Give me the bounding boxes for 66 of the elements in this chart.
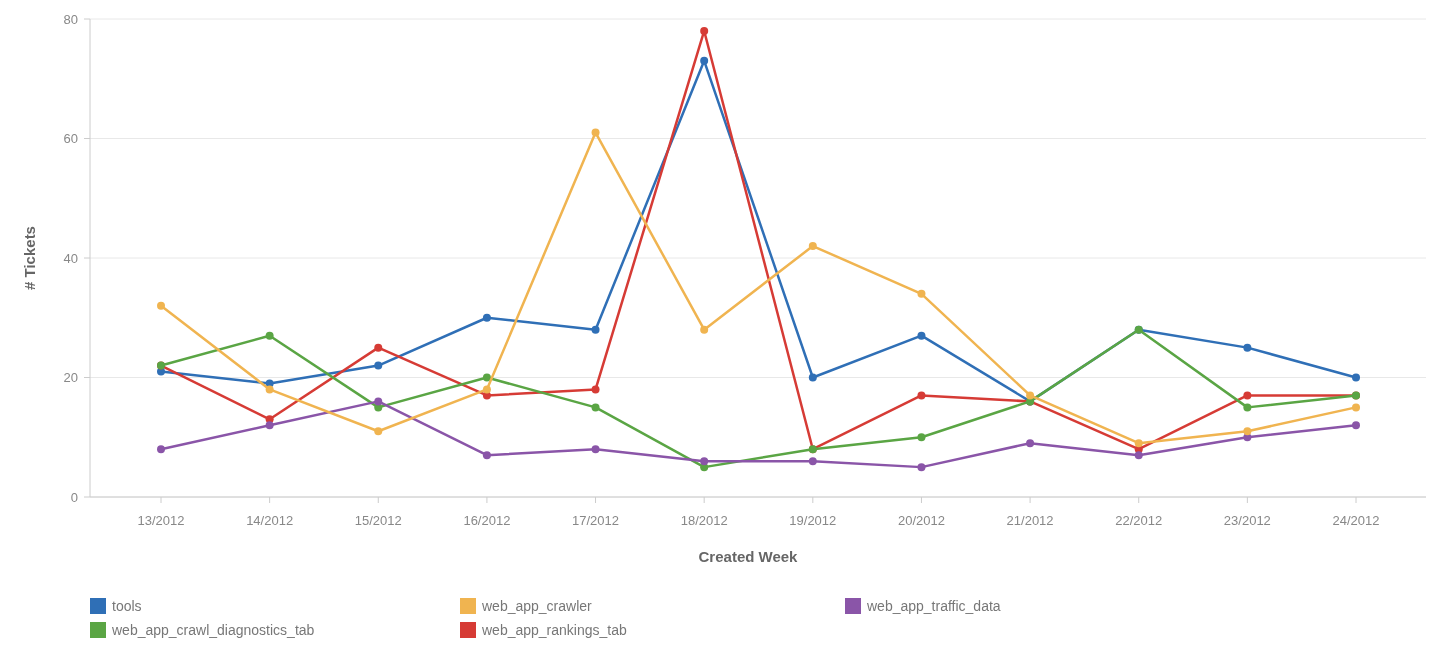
y-tick-label: 20 — [63, 370, 78, 386]
point — [482, 373, 491, 382]
x-tick-label: 22/2012 — [1115, 513, 1163, 528]
x-tick-label: 21/2012 — [1006, 513, 1054, 528]
x-tick-label: 16/2012 — [463, 513, 511, 528]
x-tick-label: 15/2012 — [354, 513, 402, 528]
point — [265, 385, 274, 394]
legend-label: web_app_traffic_data — [866, 597, 1001, 614]
x-tick-label: 19/2012 — [789, 513, 837, 528]
point — [157, 301, 165, 310]
point — [700, 56, 709, 65]
point — [700, 325, 709, 334]
point — [917, 331, 926, 340]
point — [917, 289, 926, 298]
legend-label: tools — [112, 597, 142, 614]
point — [917, 433, 926, 442]
point — [808, 242, 817, 251]
point — [808, 457, 817, 466]
x-tick-label: 18/2012 — [680, 513, 728, 528]
point — [482, 451, 491, 460]
point — [591, 385, 600, 394]
x-tick-label: 20/2012 — [897, 513, 945, 528]
point — [1243, 343, 1252, 352]
point — [374, 397, 383, 406]
point — [374, 343, 383, 352]
y-axis-title: # Tickets — [21, 226, 38, 290]
point — [700, 26, 709, 35]
point — [1026, 439, 1035, 448]
legend-label: web_app_crawler — [481, 597, 593, 614]
x-tick-label: 17/2012 — [572, 513, 620, 528]
x-axis-title: Created Week — [698, 548, 799, 565]
point — [1352, 421, 1360, 430]
point — [482, 313, 491, 322]
point — [482, 385, 491, 394]
legend-label: web_app_crawl_diagnostics_tab — [111, 621, 315, 638]
point — [591, 128, 600, 137]
y-tick-label: 40 — [63, 250, 78, 266]
point — [265, 421, 274, 430]
point — [1134, 451, 1143, 460]
point — [265, 331, 274, 340]
x-tick-label: 24/2012 — [1332, 513, 1380, 528]
point — [1243, 427, 1252, 436]
y-tick-label: 0 — [70, 489, 78, 505]
y-tick-label: 60 — [63, 131, 78, 147]
y-tick-label: 80 — [63, 11, 78, 27]
point — [157, 445, 165, 454]
x-tick-label: 23/2012 — [1223, 513, 1271, 528]
point — [591, 403, 600, 412]
point — [1134, 439, 1143, 448]
point — [1243, 403, 1252, 412]
x-tick-label: 14/2012 — [246, 513, 294, 528]
point — [808, 373, 817, 382]
point — [157, 367, 165, 376]
point — [700, 457, 709, 466]
point — [591, 325, 600, 334]
point — [1243, 391, 1252, 400]
point — [374, 361, 383, 370]
x-tick-label: 13/2012 — [137, 513, 185, 528]
point — [591, 445, 600, 454]
legend-label: web_app_rankings_tab — [481, 621, 627, 638]
point — [917, 463, 926, 472]
point — [1352, 403, 1360, 412]
point — [917, 391, 926, 400]
point — [374, 427, 383, 436]
point — [1352, 373, 1360, 382]
point — [1026, 391, 1035, 400]
